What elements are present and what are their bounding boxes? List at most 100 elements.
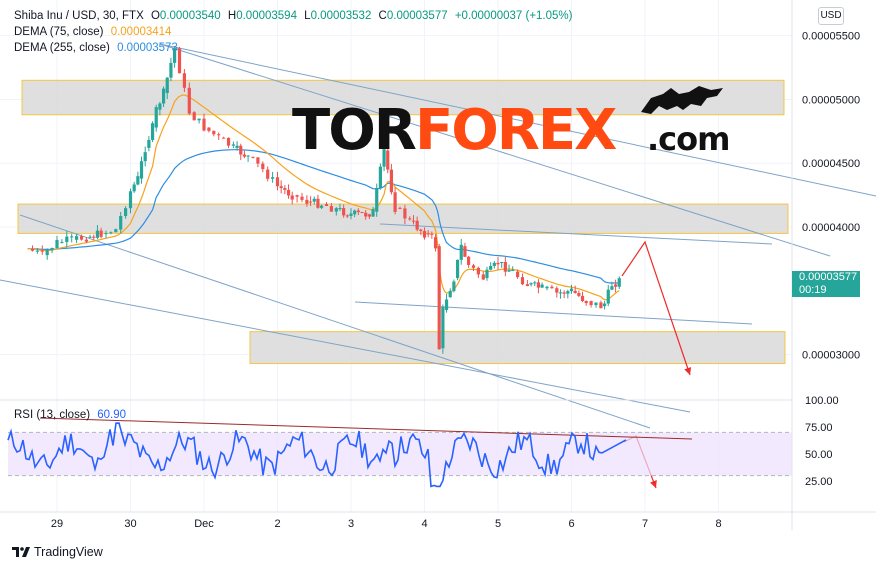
candle-body — [256, 157, 260, 164]
ohlc-close: 0.00003577 — [386, 10, 448, 22]
candle-body — [40, 250, 44, 252]
candle-body — [411, 220, 416, 222]
axes — [0, 0, 876, 530]
candle-body — [536, 282, 541, 288]
candle-body — [353, 210, 357, 215]
ohlc-close-key: C — [378, 10, 387, 22]
candle-body — [308, 201, 313, 203]
tradingview-brand[interactable]: TradingView — [12, 545, 103, 559]
dema-255-line — [27, 149, 620, 284]
candle-body — [143, 152, 147, 162]
rsi-line — [7, 422, 627, 488]
ohlc-open-key: O — [150, 10, 160, 22]
candle-body — [217, 134, 221, 136]
candle-body — [136, 176, 140, 185]
candle-body — [606, 289, 610, 304]
candle-body — [231, 144, 235, 146]
candle-body — [393, 192, 397, 212]
x-tick-label: 5 — [495, 518, 501, 530]
candle-body — [471, 265, 476, 268]
candle-body — [150, 123, 155, 140]
candle-body — [207, 127, 211, 131]
candle-body — [403, 208, 407, 219]
candle-body — [173, 48, 177, 63]
candle-body — [378, 166, 382, 188]
rsi-y-tick-label: 50.00 — [805, 449, 833, 461]
candle-body — [169, 62, 173, 78]
candle-body — [580, 295, 585, 302]
candle-body — [99, 230, 103, 237]
candle-body — [300, 196, 304, 200]
candle-body — [251, 156, 255, 158]
candle-body — [419, 229, 423, 231]
candle-body — [88, 236, 92, 238]
candle-body — [455, 259, 460, 279]
candle-body — [452, 281, 456, 291]
candle-body — [147, 139, 151, 148]
logo-part-com: .com — [647, 120, 730, 158]
candle-body — [312, 198, 316, 202]
dema-255-value: 0.00003573 — [117, 42, 178, 54]
candle-body — [222, 137, 226, 139]
candle-body — [610, 286, 614, 290]
candle-body — [119, 216, 123, 230]
candle-body — [226, 137, 231, 146]
trend-line — [0, 279, 691, 413]
candle-body — [109, 232, 113, 234]
symbol-header: Shiba Inu / USD, 30, FTX O0.00003540 H0.… — [14, 9, 576, 23]
y-tick-label: 0.00005000 — [802, 94, 860, 106]
tradingview-label: TradingView — [34, 545, 103, 559]
candle-body — [437, 246, 441, 350]
candle-body — [84, 239, 88, 242]
candle-body — [569, 288, 574, 292]
candle-body — [154, 107, 158, 128]
x-tick-label: 7 — [642, 518, 648, 530]
candle-body — [444, 299, 449, 310]
candle-body — [290, 195, 294, 200]
candle-body — [367, 214, 371, 217]
candle-body — [382, 149, 386, 167]
sr-zone — [17, 203, 789, 234]
x-tick-label: 8 — [715, 518, 721, 530]
candle-body — [467, 256, 471, 265]
candle-body — [320, 205, 324, 208]
candle-body — [525, 284, 529, 287]
candle-body — [389, 169, 394, 193]
candle-body — [114, 229, 118, 233]
candle-body — [60, 242, 64, 244]
candle-body — [349, 213, 353, 216]
candle-body — [50, 248, 54, 251]
candle-body — [584, 301, 588, 304]
dema-75-label: DEMA (75, close) — [14, 26, 104, 38]
x-tick-label: 6 — [568, 518, 574, 530]
rsi-trend-line — [39, 417, 693, 440]
candle-body — [485, 269, 489, 279]
candle-body — [124, 208, 128, 217]
candle-body — [161, 88, 166, 104]
candle-body — [334, 208, 338, 212]
trend-line — [354, 301, 753, 325]
rsi-header[interactable]: RSI (13, close) 60.90 — [14, 408, 130, 422]
indicator-dema-255[interactable]: DEMA (255, close) 0.00003573 — [14, 41, 182, 55]
ohlc-high-key: H — [227, 10, 237, 22]
candle-body — [540, 284, 544, 288]
y-tick-label: 0.00005500 — [802, 31, 860, 43]
candle-body — [386, 150, 390, 170]
logo-part-tor: TOR — [292, 98, 417, 163]
candle-body — [75, 236, 79, 240]
candle-body — [448, 290, 452, 298]
candle-body — [492, 262, 496, 266]
candle-body — [599, 302, 603, 309]
candle-body — [158, 103, 162, 110]
candle-body — [316, 198, 320, 208]
rsi-value: 60.90 — [97, 409, 127, 421]
candle-body — [520, 277, 525, 285]
y-tick-label: 0.00003000 — [802, 350, 860, 362]
currency-button[interactable]: USD — [818, 7, 844, 25]
candle-body — [481, 274, 485, 280]
candle-body — [503, 261, 507, 272]
candle-body — [286, 189, 291, 196]
candle-body — [507, 270, 511, 272]
candle-body — [202, 118, 206, 131]
indicator-dema-75[interactable]: DEMA (75, close) 0.00003414 — [14, 25, 175, 39]
